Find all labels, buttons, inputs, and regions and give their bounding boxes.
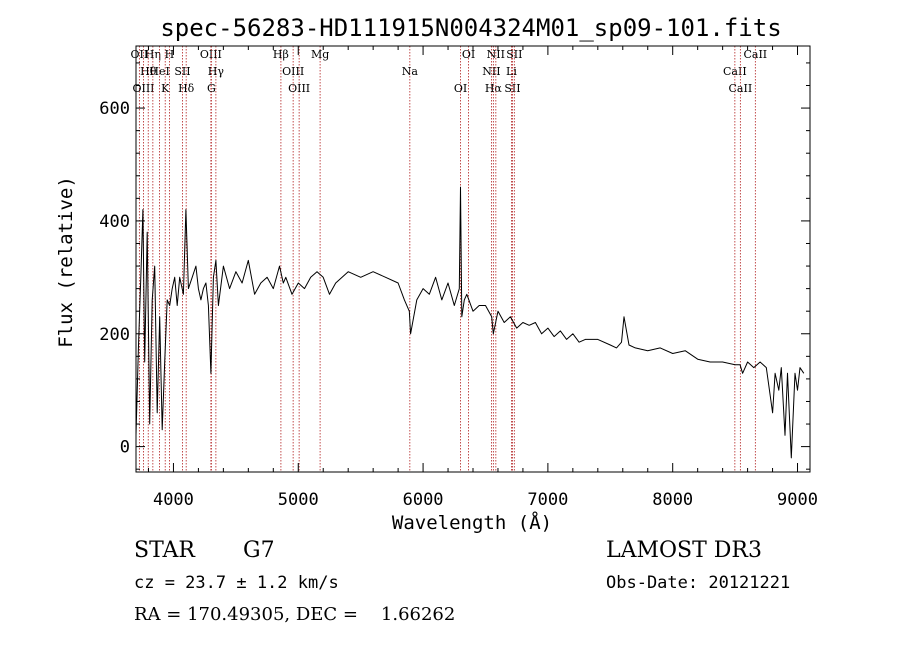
x-axis-label: Wavelength (Å) (392, 511, 552, 534)
y-tick-label: 200 (99, 325, 130, 345)
emission-line-markers: OIIHθOIIIHηHeIKHSIIHδOIIIHγGHβOIIIOIIIMg… (131, 46, 767, 472)
marker-label: OIII (282, 65, 304, 78)
marker-label: SII (506, 48, 522, 61)
spectrum-line (135, 186, 805, 459)
y-axis-label: Flux (relative) (55, 176, 77, 348)
marker-label: G (207, 82, 216, 95)
marker-label: CaII (723, 65, 747, 78)
x-tick-label: 4000 (153, 490, 194, 510)
marker-label: Mg (311, 48, 329, 61)
marker-label: Hα (485, 82, 503, 95)
object-subclass: G7 (243, 538, 275, 563)
marker-label: Hγ (208, 65, 225, 78)
marker-label: Hβ (273, 48, 289, 61)
x-tick-label: 9000 (777, 490, 818, 510)
marker-label: SII (174, 65, 190, 78)
marker-label: Na (402, 65, 419, 78)
marker-label: OIII (288, 82, 310, 95)
chart-title: spec-56283-HD111915N004324M01_sp09-101.f… (160, 14, 781, 42)
marker-label: Hη (145, 48, 161, 61)
marker-label: Hδ (178, 82, 195, 95)
marker-label: OI (462, 48, 475, 61)
marker-label: OI (454, 82, 467, 95)
marker-label: NII (482, 65, 500, 78)
y-axis-ticks: 0 200 400 600 (99, 62, 810, 470)
observation-date: Obs-Date: 20121221 (606, 573, 791, 593)
y-tick-label: 0 (120, 438, 130, 458)
marker-label: H (165, 48, 175, 61)
marker-label: NII (487, 48, 505, 61)
x-tick-label: 8000 (652, 490, 693, 510)
marker-label: SII (504, 82, 520, 95)
marker-label: OII (131, 48, 149, 61)
coordinates: RA = 170.49305, DEC = 1.66262 (134, 604, 456, 625)
redshift-info: cz = 23.7 ± 1.2 km/s (134, 573, 339, 593)
x-axis-ticks: 4000 5000 6000 7000 8000 9000 (147, 46, 818, 510)
marker-label: CaII (729, 82, 753, 95)
marker-label: Li (506, 65, 517, 78)
spectrum-series (135, 186, 805, 459)
plot-frame (135, 45, 811, 473)
x-tick-label: 5000 (278, 490, 319, 510)
marker-label: CaII (743, 48, 767, 61)
marker-label: HeI (149, 65, 169, 78)
marker-label: K (161, 82, 170, 95)
x-tick-label: 7000 (527, 490, 568, 510)
object-class: STAR (134, 538, 195, 563)
y-tick-label: 600 (99, 99, 130, 119)
survey-name: LAMOST DR3 (606, 538, 762, 563)
y-tick-label: 400 (99, 212, 130, 232)
x-tick-label: 6000 (403, 490, 444, 510)
marker-label: OIII (200, 48, 222, 61)
